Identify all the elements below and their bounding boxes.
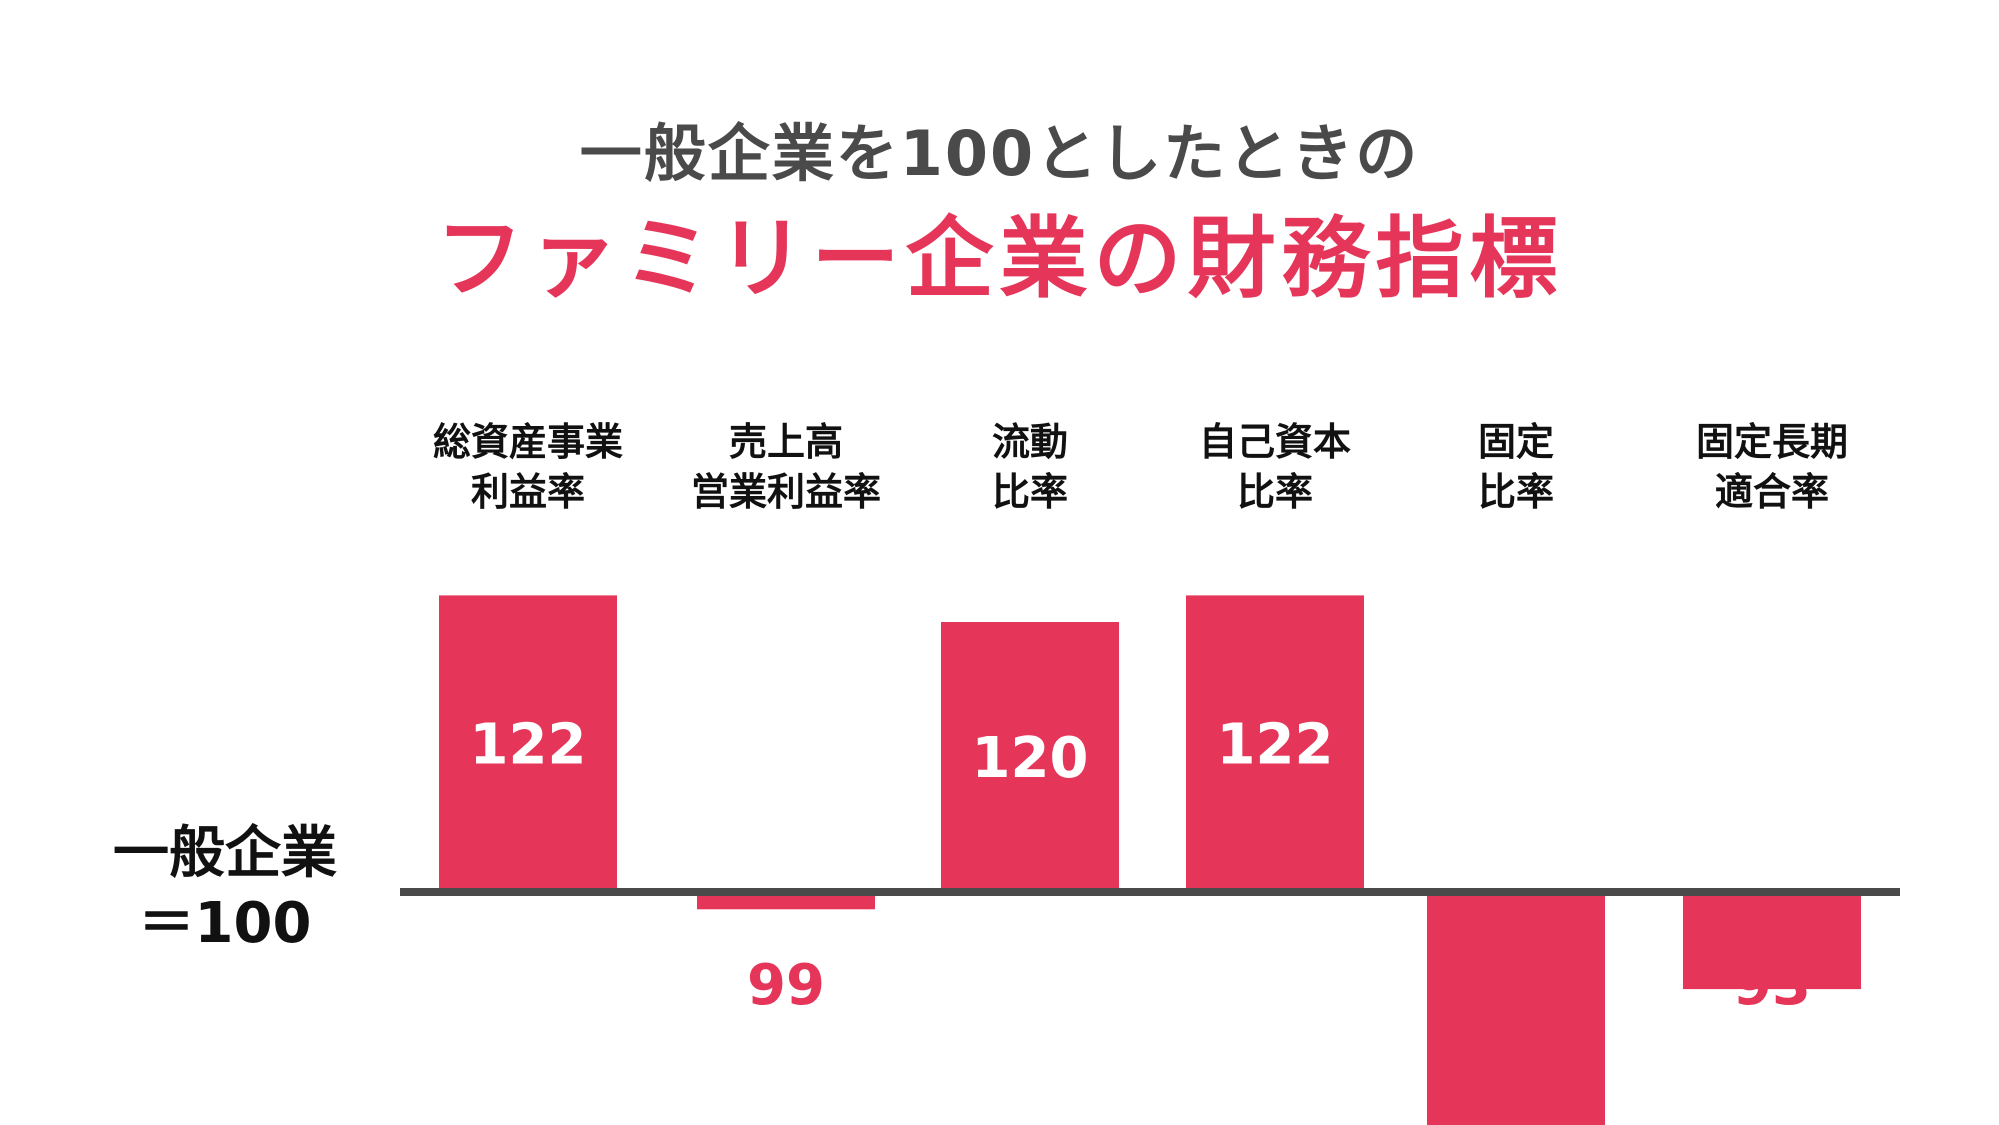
category-label: 固定長期 [1696,420,1848,464]
category-label: 営業利益率 [691,470,881,514]
bar [941,622,1119,888]
category-label: 流動 [992,420,1068,464]
chart-title: ファミリー企業の財務指標 [435,207,1564,310]
bar [439,595,617,888]
baseline-axis [400,888,1900,896]
category-label: 利益率 [471,470,585,514]
bar-value-label: 80 [1477,953,1555,1018]
category-label: 比率 [1237,470,1313,514]
baseline-label-line2: ＝100 [138,891,312,956]
baseline-label-line1: 一般企業 [113,821,337,886]
category-label: 固定 [1478,420,1554,464]
category-label: 比率 [992,470,1068,514]
bar [1186,595,1364,888]
bar-value-label: 93 [1733,953,1811,1018]
chart-subtitle: 一般企業を100としたときの [579,117,1420,190]
category-label: 売上高 [729,420,843,464]
bar [1427,896,1605,1125]
bar-value-label: 122 [470,713,587,778]
category-label: 自己資本 [1199,420,1351,464]
bar-value-label: 99 [747,953,825,1018]
category-label: 適合率 [1715,470,1829,514]
bar-value-label: 122 [1217,713,1334,778]
bar-value-label: 120 [972,726,1089,791]
bar [697,896,875,910]
category-label: 比率 [1478,470,1554,514]
bar [1683,896,1861,990]
category-label: 総資産事業 [433,420,623,464]
